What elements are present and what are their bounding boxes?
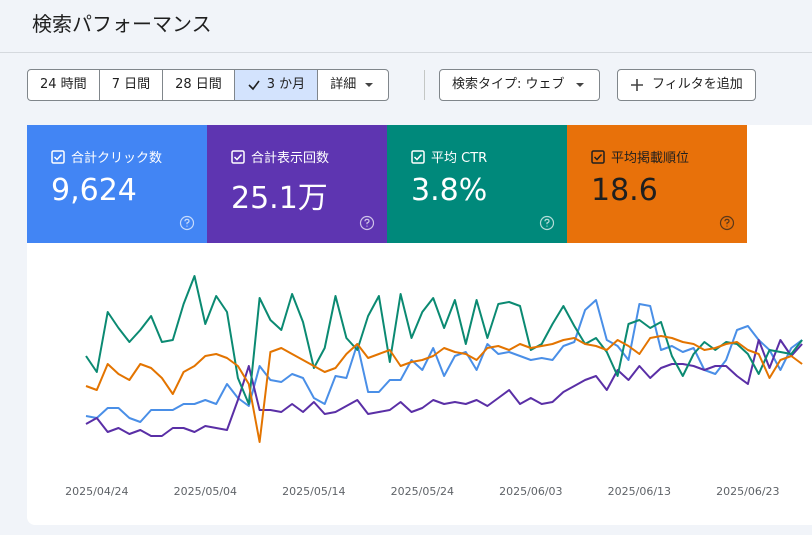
checkbox-tick: [233, 153, 243, 161]
checkbox-box: [591, 149, 605, 164]
help-circle: [359, 215, 375, 231]
range-selector: 24 時間 7 日間 28 日間 3 か月 詳細: [27, 69, 390, 101]
x-tick-label: 2025/06/13: [608, 485, 671, 498]
dropdown-icon: [575, 83, 584, 87]
metric-card[interactable]: 平均掲載順位 18.6: [567, 125, 747, 243]
metric-label: 平均 CTR: [411, 147, 487, 166]
metric-card[interactable]: 合計表示回数 25.1万: [207, 125, 387, 243]
range-button[interactable]: 7 日間: [100, 70, 164, 100]
help-icon: [359, 215, 375, 231]
help-icon: [179, 215, 195, 231]
help-icon: [539, 215, 555, 231]
search-type-button[interactable]: 検索タイプ: ウェブ: [439, 69, 600, 101]
help-circle: [539, 215, 555, 231]
help-mark: [364, 218, 370, 227]
chart: 2025/04/24 2025/05/04 2025/05/14 2025/05/24…: [65, 275, 803, 498]
x-tick-label: 2025/06/03: [499, 485, 562, 498]
checkbox-box: [411, 149, 425, 164]
check-icon: [248, 80, 260, 91]
metric-value: 9,624: [51, 173, 137, 208]
more-label: 詳細: [330, 77, 357, 92]
separator: [424, 70, 425, 100]
metric-name: 平均掲載順位: [611, 151, 690, 166]
metric-card[interactable]: 合計クリック数 9,624: [27, 125, 207, 243]
page-title: 検索パフォーマンス: [32, 12, 212, 36]
metric-value: 3.8%: [411, 173, 488, 208]
range-button[interactable]: 24 時間: [28, 70, 100, 100]
help-icon: [719, 215, 735, 231]
metric-label: 合計表示回数: [231, 147, 329, 166]
series-line: [85, 275, 803, 405]
metric-name: 合計クリック数: [71, 151, 163, 166]
help-mark: [724, 218, 730, 227]
x-tick-label: 2025/05/24: [391, 485, 454, 498]
series-line: [85, 299, 803, 423]
checkbox-tick: [593, 153, 603, 161]
divider: [0, 52, 812, 53]
checkbox-tick: [53, 153, 63, 161]
metric-label: 合計クリック数: [51, 147, 162, 166]
metric-value: 18.6: [591, 173, 658, 208]
range-button[interactable]: 28 日間: [163, 70, 235, 100]
help-mark: [544, 218, 550, 227]
range-button[interactable]: 3 か月: [234, 70, 319, 100]
metric-label: 平均掲載順位: [591, 147, 689, 166]
checkbox: [411, 149, 425, 164]
checkbox-box: [51, 149, 65, 164]
add-filter-button[interactable]: フィルタを追加: [617, 69, 756, 101]
help-circle: [179, 215, 195, 231]
series-line: [85, 339, 803, 437]
checkbox-box: [231, 149, 245, 164]
help-mark: [184, 218, 190, 227]
checkbox: [591, 149, 605, 164]
dropdown-icon: [365, 83, 374, 87]
x-tick-label: 2025/05/04: [174, 485, 237, 498]
search-type-label: 検索タイプ: ウェブ: [452, 77, 565, 92]
x-tick-label: 2025/05/14: [282, 485, 345, 498]
plus-icon: [631, 79, 643, 91]
metric-card[interactable]: 平均 CTR 3.8%: [387, 125, 567, 243]
metric-name: 平均 CTR: [431, 151, 488, 166]
checkbox-tick: [413, 153, 423, 161]
help-circle: [719, 215, 735, 231]
checkbox: [231, 149, 245, 164]
x-tick-label: 2025/04/24: [65, 485, 128, 498]
metric-value: 25.1万: [231, 181, 328, 216]
add-filter-label: フィルタを追加: [652, 77, 743, 92]
x-tick-label: 2025/06/23: [716, 485, 779, 498]
range-label: 3 か月: [266, 77, 306, 92]
checkbox: [51, 149, 65, 164]
series-line: [85, 335, 803, 443]
metric-name: 合計表示回数: [251, 151, 330, 166]
more-button[interactable]: 詳細: [318, 70, 388, 100]
